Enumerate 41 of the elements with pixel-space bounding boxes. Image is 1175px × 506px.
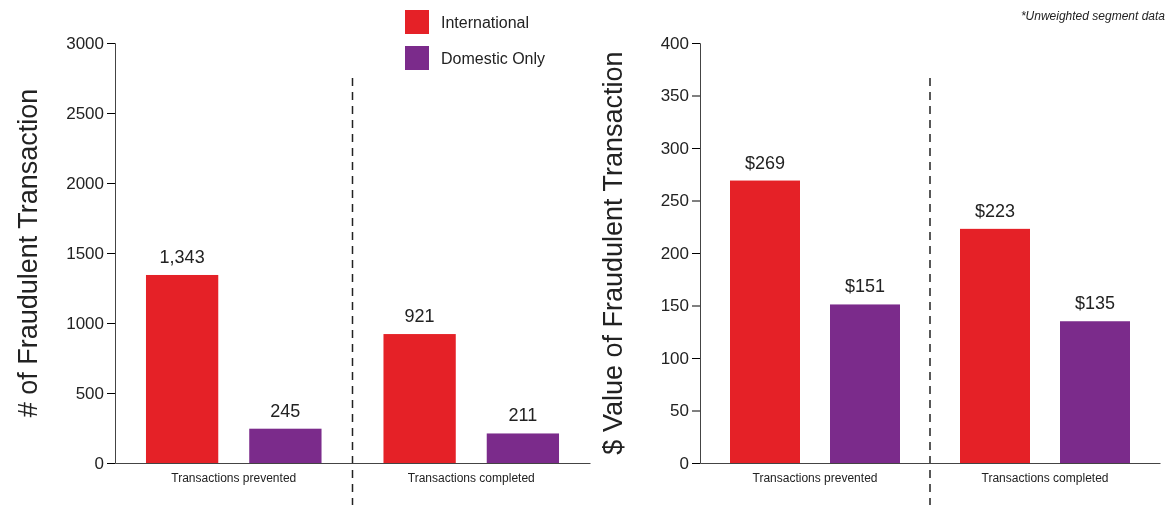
y-tick-label: 150 [660, 296, 689, 316]
y-tick-label: 3000 [66, 33, 104, 53]
y-tick-label: 2000 [66, 173, 104, 193]
y-tick-label: 200 [660, 243, 689, 263]
y-axis-title: # of Fraudulent Transaction [13, 88, 43, 418]
y-tick-label: 2500 [66, 103, 104, 123]
data-label: $223 [974, 200, 1016, 221]
y-tick-label: 1500 [66, 243, 104, 263]
x-tick-label: Transactions completed [407, 470, 535, 485]
bar [960, 228, 1030, 463]
bar [249, 428, 322, 463]
y-tick-label: 50 [670, 401, 689, 421]
y-tick-label: 0 [94, 453, 104, 473]
y-tick-label: 0 [679, 453, 689, 473]
legend-label: International [441, 14, 530, 31]
y-tick-label: 300 [660, 138, 689, 158]
data-label: 921 [404, 306, 435, 327]
data-label: 211 [508, 405, 538, 426]
bar [1060, 321, 1130, 463]
x-tick-label: Transactions prevented [171, 470, 297, 485]
legend-label: Domestic Only [441, 50, 546, 67]
bar [145, 274, 219, 463]
y-tick-label: 1000 [66, 313, 104, 333]
y-tick-label: 400 [660, 33, 689, 53]
y-tick-label: 350 [660, 86, 689, 106]
data-label: $135 [1074, 293, 1116, 314]
y-axis-title: $ Value of Fraudulent Transaction [598, 51, 628, 455]
data-label: 245 [270, 400, 301, 421]
bar [730, 180, 800, 463]
y-tick-label: 250 [660, 191, 689, 211]
y-tick-label: 100 [660, 348, 689, 368]
data-label: 1,343 [159, 246, 205, 267]
x-tick-label: Transactions prevented [752, 470, 878, 485]
bar [830, 304, 900, 463]
data-label: $151 [844, 276, 886, 297]
bar [486, 433, 560, 463]
x-tick-label: Transactions completed [981, 470, 1109, 485]
data-label: $269 [744, 152, 786, 173]
text: *Unweighted segment data [1020, 9, 1166, 23]
bar [383, 334, 456, 463]
y-tick-label: 500 [75, 383, 104, 403]
